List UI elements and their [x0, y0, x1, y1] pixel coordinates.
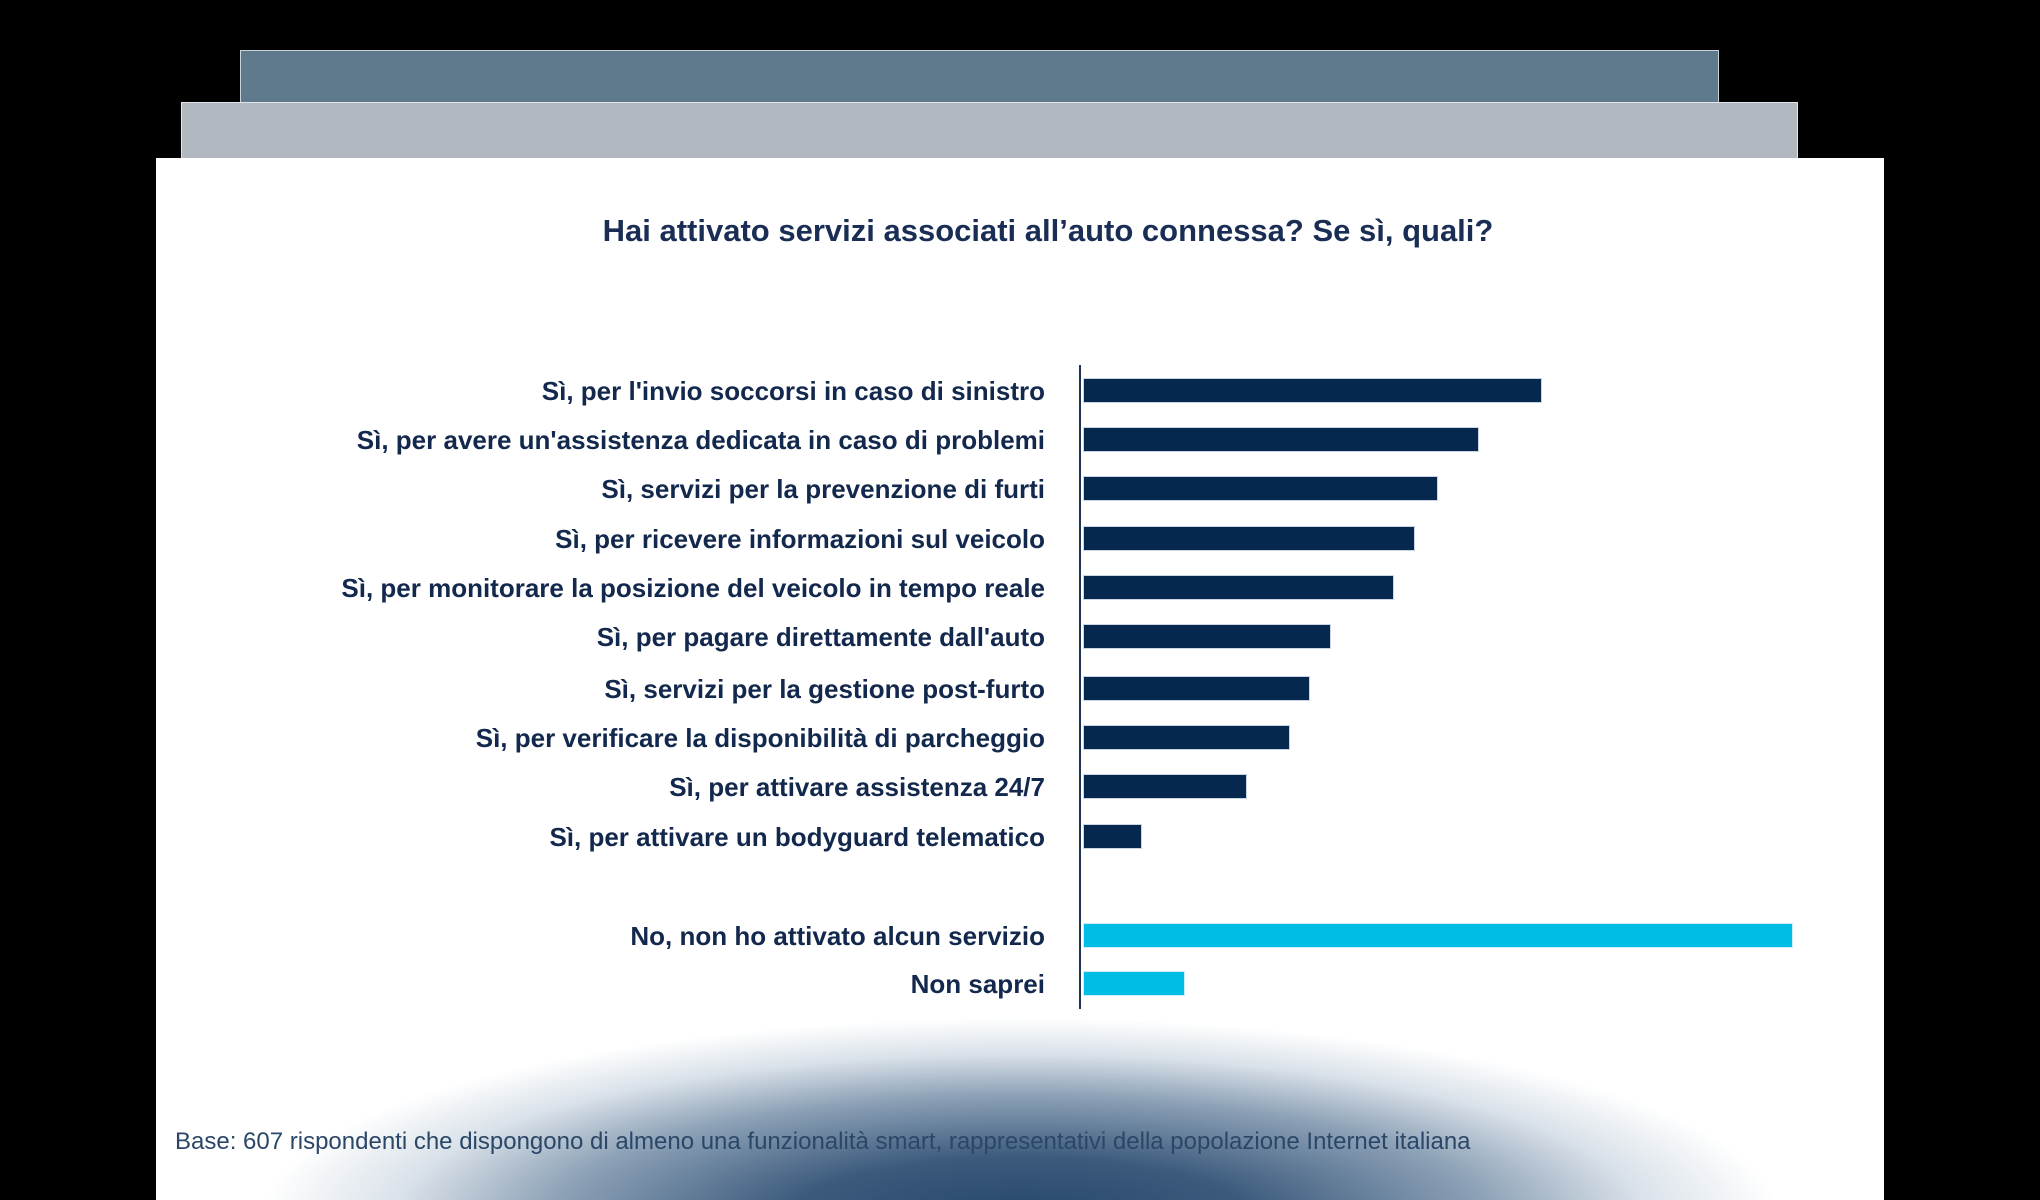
bar — [1084, 726, 1289, 749]
bar-row: Sì, per avere un'assistenza dedicata in … — [156, 425, 1884, 455]
bar-label: Sì, per pagare direttamente dall'auto — [596, 622, 1045, 652]
bar-row: Sì, per pagare direttamente dall'auto — [156, 622, 1884, 652]
bar — [1084, 576, 1393, 599]
bar-label: Sì, per avere un'assistenza dedicata in … — [356, 425, 1045, 455]
bar-row: Sì, servizi per la gestione post-furto — [156, 674, 1884, 704]
bar-label: Sì, servizi per la gestione post-furto — [604, 674, 1045, 704]
background-tab-back — [240, 50, 1719, 106]
bar — [1084, 477, 1437, 500]
bar-label: No, non ho attivato alcun servizio — [630, 921, 1045, 951]
bar-row: Sì, per verificare la disponibilità di p… — [156, 723, 1884, 753]
bar-label: Sì, per attivare assistenza 24/7 — [669, 772, 1045, 802]
bar-row: Non saprei — [156, 969, 1884, 999]
bar — [1084, 775, 1246, 798]
bar-row: Sì, per ricevere informazioni sul veicol… — [156, 524, 1884, 554]
bar — [1084, 379, 1541, 402]
bar — [1084, 625, 1330, 648]
bar — [1084, 924, 1792, 947]
bar — [1084, 428, 1478, 451]
bar-row: Sì, per attivare assistenza 24/7 — [156, 772, 1884, 802]
bar — [1084, 972, 1184, 995]
chart-title: Hai attivato servizi associati all’auto … — [602, 213, 1494, 248]
bar-row: Sì, per monitorare la posizione del veic… — [156, 573, 1884, 603]
bar-row: Sì, per attivare un bodyguard telematico — [156, 822, 1884, 852]
bar-label: Sì, per verificare la disponibilità di p… — [475, 723, 1045, 753]
bar-label: Sì, per l'invio soccorsi in caso di sini… — [541, 376, 1045, 406]
base-footnote: Base: 607 rispondenti che dispongono di … — [175, 1128, 1471, 1155]
category-axis-line — [1079, 365, 1081, 1009]
chart-panel: Hai attivato servizi associati all’auto … — [156, 158, 1884, 1200]
bar-label: Non saprei — [910, 969, 1045, 999]
background-tab-middle — [181, 102, 1798, 158]
bar-label: Sì, per monitorare la posizione del veic… — [341, 573, 1045, 603]
bar-row: Sì, per l'invio soccorsi in caso di sini… — [156, 376, 1884, 406]
bar — [1084, 825, 1141, 848]
bar — [1084, 527, 1414, 550]
bar — [1084, 677, 1309, 700]
bar-label: Sì, per attivare un bodyguard telematico — [549, 822, 1045, 852]
bar-row: Sì, servizi per la prevenzione di furti — [156, 474, 1884, 504]
bar-label: Sì, per ricevere informazioni sul veicol… — [555, 524, 1045, 554]
bar-row: No, non ho attivato alcun servizio — [156, 921, 1884, 951]
bar-label: Sì, servizi per la prevenzione di furti — [601, 474, 1045, 504]
